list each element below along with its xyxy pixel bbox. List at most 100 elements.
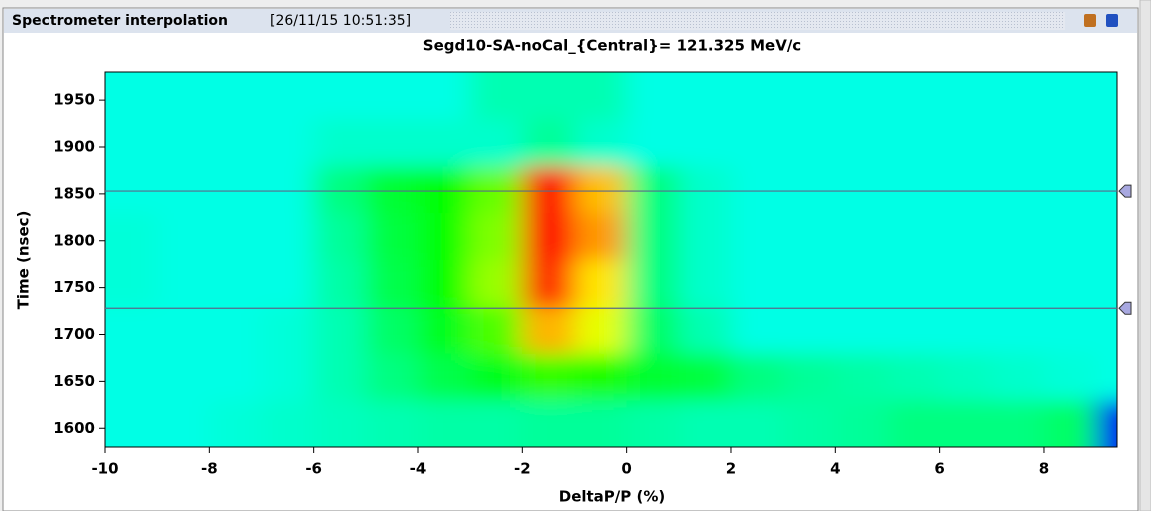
- heat-cell: [157, 72, 210, 120]
- x-tick-label: 0: [621, 460, 631, 478]
- cursor-handle[interactable]: [1118, 184, 1132, 198]
- heat-cell: [939, 353, 993, 401]
- heat-cell: [417, 400, 471, 447]
- heat-cell: [730, 306, 784, 354]
- heat-cell: [991, 118, 1045, 167]
- heatmap-cells: [105, 72, 1117, 447]
- y-tick-label: 1800: [53, 231, 95, 249]
- heat-cell: [522, 118, 575, 167]
- y-tick-label: 1950: [53, 91, 95, 109]
- heat-cell: [209, 165, 262, 214]
- heat-cell: [1096, 259, 1117, 307]
- heat-cell: [313, 118, 367, 167]
- plot-frame: [104, 71, 1118, 448]
- heat-cell: [313, 306, 367, 354]
- heat-cell: [991, 165, 1045, 214]
- y-tick-label: 1750: [53, 278, 95, 296]
- heat-cell: [835, 212, 888, 260]
- heat-cell: [939, 72, 993, 120]
- heat-cell: [209, 306, 262, 354]
- heat-cell: [105, 306, 158, 354]
- heat-cell: [678, 353, 732, 401]
- heat-cell: [939, 259, 993, 307]
- cursor-handle[interactable]: [1118, 301, 1132, 315]
- heat-cell: [209, 259, 262, 307]
- x-tick-label: 2: [726, 460, 736, 478]
- heat-cell: [730, 118, 784, 167]
- heat-cell: [417, 212, 471, 260]
- chart-title: Segd10-SA-noCal_{Central}= 121.325 MeV/c: [423, 37, 801, 55]
- heat-cell: [626, 259, 680, 307]
- heat-cell: [522, 306, 575, 354]
- heat-cell: [730, 72, 784, 120]
- heat-cell: [991, 400, 1045, 447]
- heat-cell: [626, 72, 680, 120]
- window-icons[interactable]: [1084, 14, 1118, 27]
- heat-cell: [470, 306, 523, 354]
- window-timestamp: [26/11/15 10:51:35]: [270, 13, 411, 29]
- heat-cell: [261, 212, 315, 260]
- heat-cell: [365, 400, 419, 447]
- heat-cell: [261, 259, 315, 307]
- heat-cell: [730, 165, 784, 214]
- heat-cell: [313, 72, 367, 120]
- heat-cell: [783, 212, 836, 260]
- heat-cell: [261, 400, 315, 447]
- heat-cell: [470, 118, 523, 167]
- heat-cell: [105, 118, 158, 167]
- y-tick-label: 1900: [53, 138, 95, 156]
- heat-cell: [730, 212, 784, 260]
- heatmap: [105, 72, 1117, 447]
- heat-cell: [1043, 259, 1097, 307]
- heat-cell: [105, 72, 158, 120]
- heat-cell: [157, 118, 210, 167]
- heat-cell: [730, 400, 784, 447]
- heat-cell: [1096, 400, 1117, 447]
- heat-cell: [522, 165, 575, 214]
- heat-cell: [626, 400, 680, 447]
- heat-cell: [157, 306, 210, 354]
- heat-cell: [574, 400, 628, 447]
- heat-cell: [105, 212, 158, 260]
- y-tick-label: 1700: [53, 325, 95, 343]
- heat-cell: [574, 212, 628, 260]
- heat-cell: [209, 72, 262, 120]
- heat-cell: [887, 353, 941, 401]
- heat-cell: [522, 72, 575, 120]
- heat-cell: [522, 212, 575, 260]
- heat-cell: [261, 353, 315, 401]
- heat-cell: [1096, 165, 1117, 214]
- heat-cell: [1043, 212, 1097, 260]
- x-tick-label: -4: [410, 460, 427, 478]
- heat-cell: [1096, 212, 1117, 260]
- heat-cell: [939, 118, 993, 167]
- heat-cell: [574, 353, 628, 401]
- y-tick-label: 1600: [53, 419, 95, 437]
- heat-cell: [470, 212, 523, 260]
- heat-cell: [157, 259, 210, 307]
- heat-cell: [261, 72, 315, 120]
- minimize-icon[interactable]: [1084, 14, 1096, 27]
- heat-cell: [313, 400, 367, 447]
- heat-cell: [470, 353, 523, 401]
- heat-cell: [417, 306, 471, 354]
- heat-cell: [783, 400, 836, 447]
- heat-cell: [470, 165, 523, 214]
- heat-cell: [522, 259, 575, 307]
- heat-cell: [626, 165, 680, 214]
- heat-cell: [1096, 353, 1117, 401]
- heat-cell: [991, 212, 1045, 260]
- heat-cell: [991, 306, 1045, 354]
- heat-cell: [887, 306, 941, 354]
- maximize-icon[interactable]: [1106, 14, 1118, 27]
- heat-cell: [991, 72, 1045, 120]
- heat-cell: [939, 400, 993, 447]
- heat-cell: [887, 212, 941, 260]
- heat-cell: [783, 353, 836, 401]
- heat-cell: [105, 400, 158, 447]
- heat-cell: [1096, 72, 1117, 120]
- heat-cell: [365, 72, 419, 120]
- heat-cell: [626, 118, 680, 167]
- heat-cell: [365, 212, 419, 260]
- heat-cell: [209, 353, 262, 401]
